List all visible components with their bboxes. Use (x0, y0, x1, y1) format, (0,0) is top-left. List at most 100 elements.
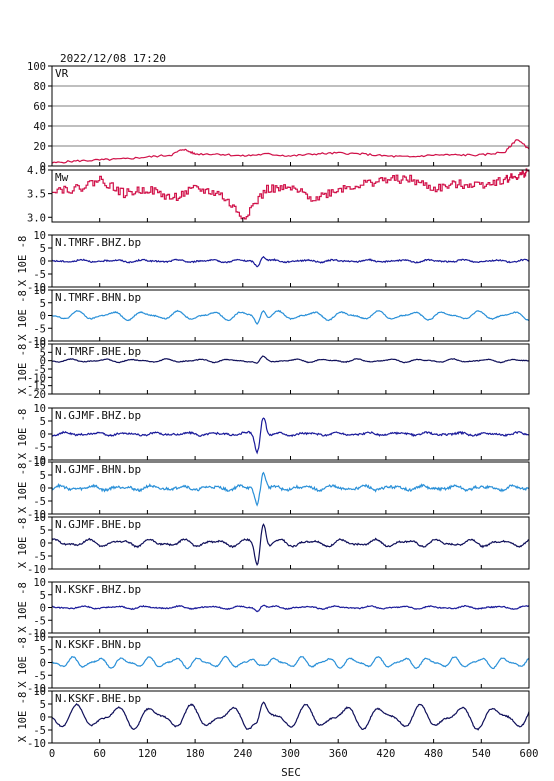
waveform-line-kskf-bhe (51, 701, 530, 731)
y-tick-label: 10 (33, 403, 46, 415)
waveform-line-tmrf-bhe (51, 355, 530, 364)
waveform-line-vr (51, 139, 530, 164)
y-tick-label: 0 (40, 538, 46, 550)
y-tick-label: -20 (27, 389, 46, 401)
y-tick-label: 5 (40, 470, 46, 482)
y-tick-label: -5 (33, 551, 46, 563)
y-axis-label: X 10E -8 (17, 344, 29, 395)
y-axis-label: X 10E -8 (17, 637, 29, 688)
y-tick-label: 5 (40, 645, 46, 657)
y-tick-label: 0 (40, 712, 46, 724)
y-tick-label: 4.0 (27, 165, 46, 177)
waveform-line-tmrf-bhn (52, 309, 530, 325)
y-tick-label: 80 (33, 81, 46, 93)
waveform-line-gjmf-bhn (51, 471, 530, 507)
panel-title: N.TMRF.BHN.bp (55, 291, 141, 304)
y-tick-label: -10 (27, 628, 46, 640)
y-tick-label: -15 (27, 381, 46, 393)
x-tick-label: 480 (424, 748, 443, 760)
waveform-line-tmrf-bhz (51, 255, 530, 268)
y-tick-label: 0 (40, 429, 46, 441)
y-tick-label: -10 (27, 282, 46, 294)
x-axis-label: SEC (281, 766, 301, 779)
y-tick-label: 5 (40, 243, 46, 255)
x-tick-label: 0 (49, 748, 55, 760)
y-tick-label: 0 (40, 161, 46, 173)
panel-title: VR (55, 67, 69, 80)
panel-title: N.TMRF.BHE.bp (55, 345, 141, 358)
y-tick-label: 10 (33, 577, 46, 589)
y-tick-label: -5 (33, 615, 46, 627)
y-tick-label: 0 (40, 483, 46, 495)
y-tick-label: 5 (40, 347, 46, 359)
x-tick-label: 120 (138, 748, 157, 760)
x-tick-label: 300 (281, 748, 300, 760)
panel-title: Mw (55, 171, 69, 184)
y-tick-label: 100 (27, 61, 46, 73)
y-tick-label: 0 (40, 658, 46, 670)
y-tick-label: 10 (33, 512, 46, 524)
y-axis-label: X 10E -8 (17, 692, 29, 743)
y-tick-label: -10 (27, 738, 46, 750)
panel-title: N.KSKF.BHN.bp (55, 638, 141, 651)
x-tick-label: 240 (233, 748, 252, 760)
waveform-line-kskf-bhn (51, 655, 530, 670)
y-tick-label: 3.0 (27, 212, 46, 224)
y-tick-label: -5 (33, 496, 46, 508)
y-tick-label: 10 (33, 632, 46, 644)
waveform-line-mw (52, 168, 529, 220)
y-tick-label: 0 (40, 311, 46, 323)
y-tick-label: 60 (33, 101, 46, 113)
y-tick-label: 5 (40, 416, 46, 428)
y-tick-label: 0 (40, 256, 46, 268)
y-tick-label: 10 (33, 686, 46, 698)
y-tick-label: -10 (27, 564, 46, 576)
y-axis-label: X 10E -8 (17, 236, 29, 287)
panel-frame (51, 65, 530, 167)
y-tick-label: 0 (40, 603, 46, 615)
y-tick-label: -5 (33, 364, 46, 376)
y-tick-label: 5 (40, 525, 46, 537)
y-tick-label: -5 (33, 725, 46, 737)
x-tick-label: 540 (472, 748, 491, 760)
y-tick-label: -5 (33, 269, 46, 281)
panel-tmrf-bhz: -10-505 10 N.TMRF.BHZ.bp X 10E -8 (17, 230, 530, 294)
x-axis: 0 60 120 180 240 300 360 420 480 540 600 (49, 748, 539, 760)
y-tick-label: -10 (27, 336, 46, 348)
y-tick-label: -5 (33, 323, 46, 335)
y-tick-label: -10 (27, 455, 46, 467)
y-tick-label: -5 (33, 670, 46, 682)
x-tick-label: 600 (520, 748, 539, 760)
panel-title: N.TMRF.BHZ.bp (55, 236, 141, 249)
waveform-line-kskf-bhz (51, 604, 530, 613)
waveform-line-gjmf-bhz (51, 417, 530, 455)
panel-title: N.KSKF.BHZ.bp (55, 583, 141, 596)
y-tick-label: 3.5 (27, 189, 46, 201)
y-axis-label: X 10E -8 (17, 409, 29, 460)
y-axis-label: X 10E -8 (17, 463, 29, 514)
y-tick-label: -10 (27, 509, 46, 521)
y-axis-label: X 10E -8 (17, 582, 29, 633)
y-tick-label: 5 (40, 590, 46, 602)
y-tick-label: -10 (27, 372, 46, 384)
y-tick-label: 10 (33, 285, 46, 297)
panel-title: N.KSKF.BHE.bp (55, 692, 141, 705)
panel-title: N.GJMF.BHZ.bp (55, 409, 141, 422)
y-axis-label: X 10E -8 (17, 290, 29, 341)
y-tick-label: -5 (33, 442, 46, 454)
y-tick-label: 10 (33, 339, 46, 351)
x-tick-label: 60 (93, 748, 106, 760)
panel-title: N.GJMF.BHN.bp (55, 463, 141, 476)
y-tick-label: 5 (40, 699, 46, 711)
y-tick-label: 40 (33, 121, 46, 133)
y-tick-label: 0 (40, 356, 46, 368)
